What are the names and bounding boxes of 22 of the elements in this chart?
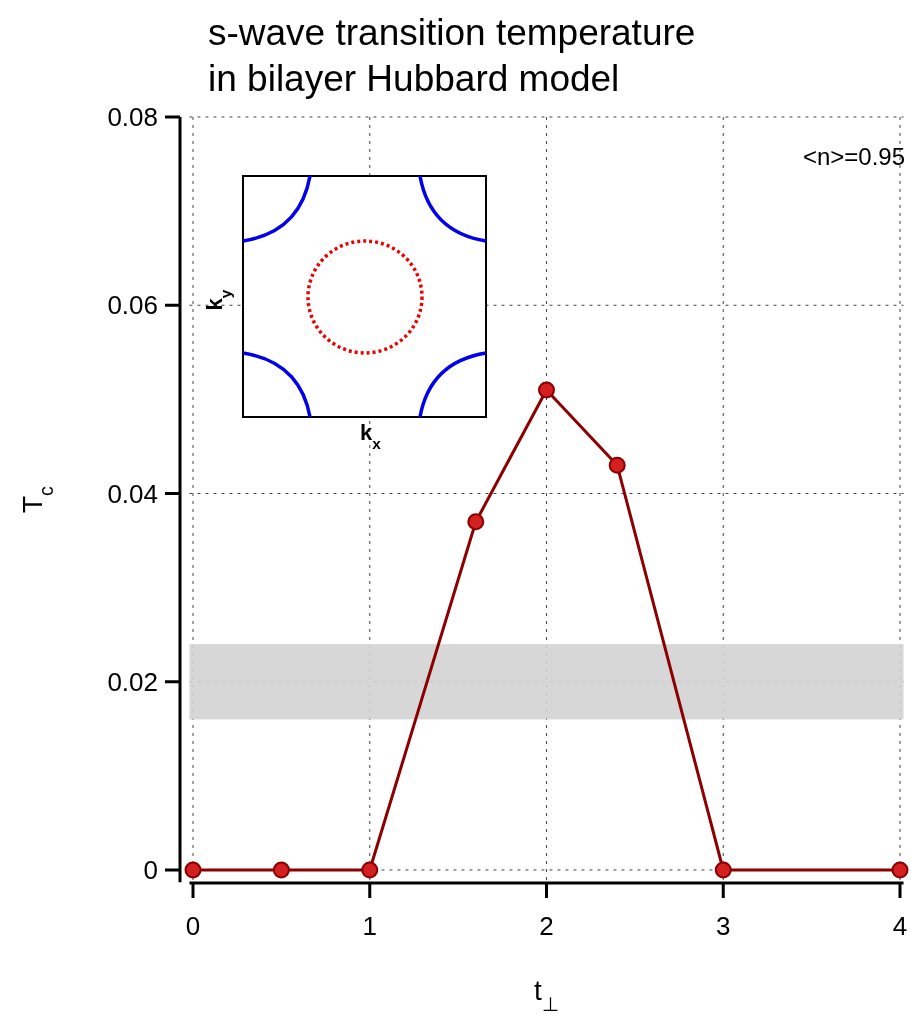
annotation: <n>=0.95 [802,143,905,170]
x-tick-label: 4 [892,911,908,941]
chart-title: s-wave transition temperature in bilayer Hubbard model [208,12,696,99]
point [467,513,485,531]
annotation: k$_{x}$ [360,420,382,452]
x-tick-label: 3 [716,911,731,941]
x-tick-label: 0 [185,911,201,941]
point [714,861,732,879]
y-tick-label: 0.06 [107,290,158,321]
point [608,456,626,474]
y-tick-label: 0.02 [107,666,158,697]
point [184,861,202,879]
x-tick-label: 2 [539,911,554,941]
y-tick-label: 0.08 [107,102,158,133]
y-tick-label: 0 [143,855,158,886]
point [272,861,290,879]
point [538,381,555,399]
point [891,861,909,879]
x-tick-label: 1 [362,911,377,941]
y-tick-label: 0.04 [107,478,158,509]
x-axis-title: t$_{⊥}$ [534,975,559,1015]
point [361,861,379,879]
